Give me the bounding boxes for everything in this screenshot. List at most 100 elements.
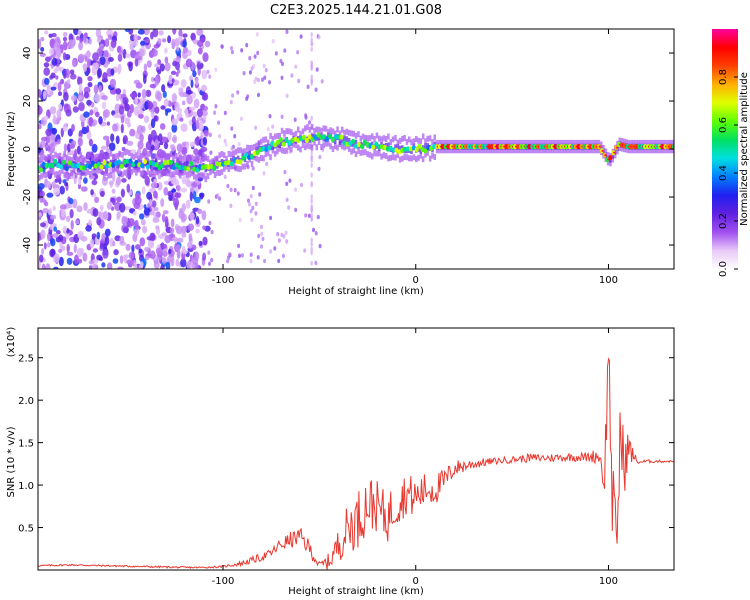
heatmap-cell	[278, 132, 281, 139]
heatmap-cell	[65, 109, 72, 117]
heatmap-cell	[274, 51, 278, 56]
heatmap-cell	[424, 143, 427, 149]
heatmap-cell	[484, 147, 487, 154]
heatmap-cell	[590, 139, 594, 146]
heatmap-cell	[179, 154, 182, 161]
heatmap-cell	[58, 159, 62, 166]
heatmap-cell	[96, 254, 102, 261]
heatmap-cell	[463, 147, 466, 154]
heatmap-cell	[609, 160, 612, 167]
heatmap-cell	[193, 173, 196, 180]
heatmap-cell	[258, 192, 262, 197]
heatmap-cell	[53, 253, 60, 264]
heatmap-cell	[230, 49, 234, 55]
heatmap-cell	[237, 243, 241, 249]
heatmap-cell	[38, 167, 43, 173]
heatmap-cell	[502, 139, 506, 146]
heatmap-cell	[167, 170, 170, 177]
heatmap-cell	[255, 150, 260, 156]
heatmap-cell	[130, 153, 133, 160]
heatmap-cell	[135, 244, 141, 250]
heatmap-cell	[206, 69, 210, 75]
heatmap-cell	[581, 139, 584, 146]
heatmap-cell	[223, 152, 226, 159]
heatmap-cell	[435, 147, 439, 154]
snr-ytick-label: 2.0	[18, 396, 34, 407]
heatmap-cell	[256, 77, 260, 83]
heatmap-cell	[653, 139, 656, 146]
heatmap-cell	[133, 227, 140, 236]
heatmap-cell	[213, 162, 217, 169]
heatmap-cell	[187, 223, 195, 231]
heatmap-cell	[610, 156, 613, 159]
heatmap-cell	[84, 170, 87, 177]
heatmap-cell	[191, 116, 196, 125]
heatmap-cell	[565, 147, 568, 154]
heatmap-cell	[630, 147, 633, 154]
heatmap-cell	[137, 92, 141, 98]
heatmap-cell	[378, 135, 381, 142]
heatmap-cell	[618, 137, 621, 144]
heatmap-cell	[153, 115, 158, 122]
heatmap-cell	[405, 138, 409, 145]
heatmap-cell	[549, 139, 552, 146]
heatmap-cell	[287, 205, 291, 210]
heatmap-cell	[130, 168, 133, 175]
heatmap-cell	[553, 147, 557, 154]
heatmap-cell	[89, 238, 95, 249]
heatmap-cell	[61, 156, 64, 163]
snr-ytick-label: 2.5	[18, 354, 34, 365]
heatmap-cell	[316, 132, 321, 138]
heatmap-xtick-label: 100	[599, 275, 618, 286]
heatmap-cell	[97, 67, 102, 78]
heatmap-cell	[160, 162, 165, 168]
heatmap-cell	[199, 193, 204, 200]
heatmap-cell	[48, 33, 53, 38]
heatmap-cell	[40, 164, 43, 171]
heatmap-cell	[237, 142, 241, 147]
heatmap-cell	[396, 152, 399, 159]
heatmap-cell	[91, 179, 98, 186]
heatmap-cell	[542, 147, 545, 154]
heatmap-cell	[523, 147, 527, 154]
heatmap-cell	[151, 200, 157, 208]
heatmap-cell	[134, 54, 141, 59]
heatmap-cell	[472, 139, 476, 146]
heatmap-cell	[347, 137, 351, 144]
heatmap-cell	[301, 142, 305, 148]
heatmap-cell	[276, 141, 279, 148]
heatmap-cell	[373, 150, 376, 157]
heatmap-cell	[140, 219, 146, 226]
heatmap-cell	[117, 53, 123, 62]
heatmap-cell	[362, 139, 367, 145]
heatmap-cell	[86, 152, 90, 159]
heatmap-cell	[56, 153, 59, 160]
heatmap-cell	[657, 139, 661, 146]
heatmap-cell	[43, 67, 50, 76]
heatmap-cell	[93, 154, 96, 161]
heatmap-cell	[101, 101, 107, 110]
heatmap-cell	[129, 149, 137, 155]
heatmap-cell	[248, 56, 252, 61]
heatmap-cell	[579, 147, 582, 154]
heatmap-cell	[47, 162, 52, 168]
heatmap-cell	[79, 165, 84, 171]
heatmap-cell	[118, 105, 125, 115]
heatmap-cell	[63, 31, 68, 37]
heatmap-cell	[120, 188, 125, 198]
heatmap-cell	[334, 143, 337, 150]
heatmap-cell	[62, 123, 68, 132]
heatmap-cell	[648, 147, 652, 154]
heatmap-cell	[512, 139, 515, 146]
heatmap-cell	[149, 250, 156, 260]
heatmap-cell	[307, 134, 312, 140]
heatmap-cell	[85, 225, 92, 232]
heatmap-cell	[254, 125, 258, 130]
heatmap-cell	[440, 147, 443, 154]
heatmap-cell	[314, 231, 318, 236]
heatmap-cell	[145, 89, 152, 97]
heatmap-cell	[88, 38, 92, 45]
heatmap-cell	[387, 142, 390, 149]
heatmap-cell	[230, 146, 234, 151]
heatmap-cell	[408, 136, 411, 143]
